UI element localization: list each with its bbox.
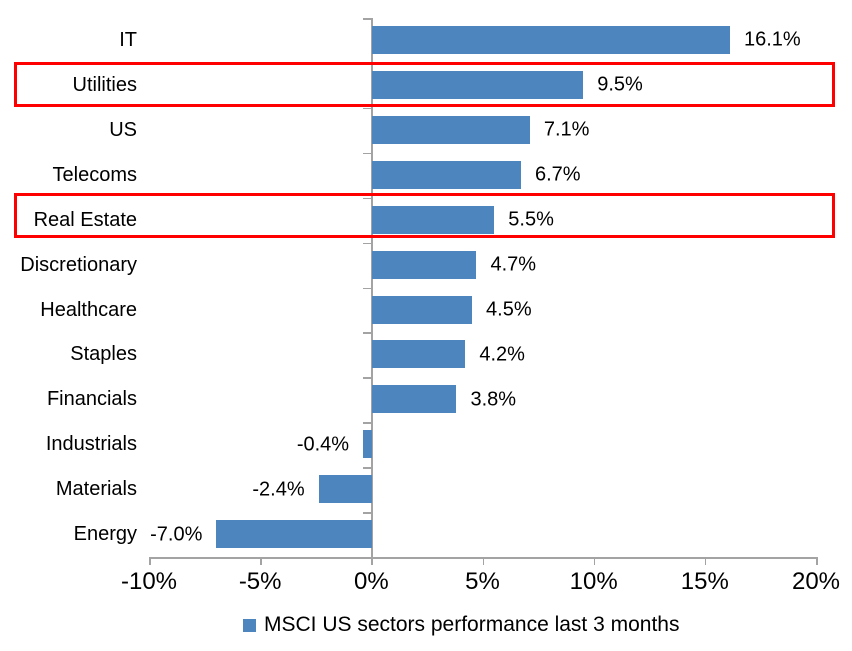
category-label: Real Estate [33, 208, 137, 231]
category-tick [363, 107, 371, 110]
bar [372, 205, 495, 234]
value-label: 16.1% [743, 28, 801, 51]
category-label: Staples [70, 343, 137, 366]
category-label: Healthcare [40, 298, 137, 321]
x-tick [482, 557, 484, 565]
category-label: Materials [55, 478, 137, 501]
category-tick [363, 422, 371, 424]
category-tick [363, 377, 371, 379]
value-label: 4.5% [486, 298, 532, 321]
category-tick [363, 557, 371, 559]
value-label: 5.5% [508, 208, 554, 231]
legend: MSCI US sectors performance last 3 month… [243, 611, 679, 639]
highlight-box [14, 192, 835, 238]
x-tick [260, 557, 262, 565]
category-tick [363, 467, 371, 469]
x-tick-label: 15% [680, 568, 729, 595]
value-label: 6.7% [534, 163, 581, 186]
category-tick [363, 18, 371, 20]
x-tick-label: 10% [569, 568, 618, 595]
bar [363, 430, 372, 459]
y-axis-line [371, 18, 373, 557]
legend-label: MSCI US sectors performance last 3 month… [264, 613, 680, 636]
category-label: Financials [46, 388, 137, 411]
bar [372, 26, 730, 54]
category-label: Utilities [72, 73, 137, 96]
x-tick [593, 557, 596, 565]
category-tick [363, 512, 371, 514]
category-tick [363, 197, 371, 200]
bar [372, 385, 457, 414]
category-label: US [109, 118, 137, 141]
value-label: 4.7% [490, 253, 537, 276]
bar [372, 295, 473, 324]
bar [372, 250, 477, 279]
value-label: 4.2% [479, 343, 525, 366]
category-label: Discretionary [20, 253, 137, 276]
x-tick [371, 557, 373, 565]
x-tick-label: -5% [238, 568, 282, 595]
x-tick-label: 20% [791, 568, 841, 595]
x-tick [704, 557, 707, 565]
bar [372, 340, 466, 369]
category-tick [363, 287, 371, 290]
category-tick [363, 332, 371, 334]
x-tick [816, 557, 818, 565]
category-label: IT [119, 29, 137, 51]
category-label: Energy [73, 523, 137, 546]
category-label: Industrials [45, 433, 137, 456]
value-label: -2.4% [252, 478, 305, 501]
value-label: -0.4% [296, 433, 350, 456]
value-label: -7.0% [150, 523, 203, 546]
x-tick-label: 5% [465, 568, 500, 595]
category-tick [363, 242, 371, 245]
bar [318, 475, 372, 504]
value-label: 9.5% [597, 73, 643, 96]
highlight-box [14, 61, 835, 107]
value-label: 7.1% [543, 118, 590, 141]
legend-marker-icon [243, 618, 256, 632]
bar [216, 520, 372, 549]
x-tick-label: 0% [353, 568, 389, 595]
bar [372, 160, 521, 189]
bar [372, 70, 584, 99]
x-tick-label: -10% [120, 568, 178, 595]
category-label: Telecoms [52, 163, 137, 186]
category-tick [363, 152, 371, 155]
value-label: 3.8% [470, 388, 517, 411]
x-tick [149, 557, 151, 565]
bar [372, 115, 530, 144]
